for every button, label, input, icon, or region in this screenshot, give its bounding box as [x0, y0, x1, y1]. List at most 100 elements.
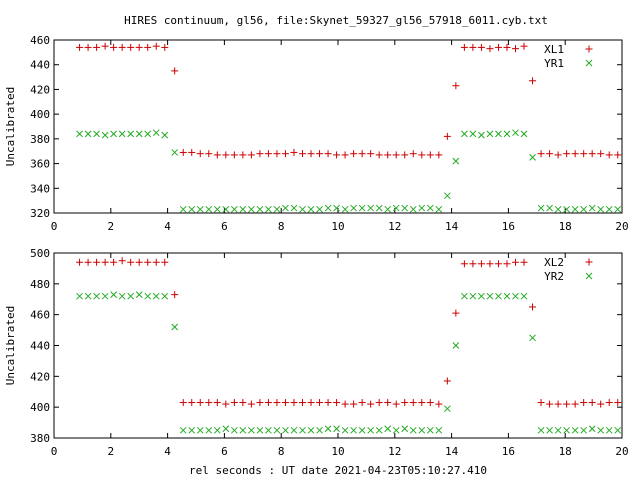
plus-marker-point: [614, 151, 622, 159]
plus-marker-point: [375, 151, 383, 159]
plus-marker-point: [110, 258, 118, 266]
plus-marker-point: [135, 43, 143, 51]
plus-marker-point: [597, 150, 605, 158]
cross-marker-point: [358, 426, 366, 434]
y-axis-label: Uncalibrated: [4, 306, 17, 385]
cross-marker-point: [307, 426, 315, 434]
cross-marker-point: [580, 426, 588, 434]
cross-marker-point: [196, 426, 204, 434]
x-tick-label: 20: [615, 445, 628, 458]
cross-marker-point: [205, 426, 213, 434]
plus-marker-point: [435, 400, 443, 408]
plus-marker-point: [580, 150, 588, 158]
x-tick-label: 2: [107, 445, 114, 458]
x-tick-label: 12: [388, 445, 401, 458]
plus-marker-point: [213, 399, 221, 407]
plus-marker-point: [333, 151, 341, 159]
legend-label: XL2: [544, 256, 564, 269]
plus-marker-point: [469, 43, 477, 51]
plus-marker-point: [537, 399, 545, 407]
series-xl2: [76, 257, 622, 408]
plus-marker-point: [512, 45, 519, 53]
cross-marker-point: [135, 130, 143, 138]
y-tick-label: 420: [30, 370, 50, 383]
plus-marker-point: [358, 150, 366, 158]
x-tick-label: 4: [164, 220, 171, 233]
plus-marker-point: [76, 43, 84, 51]
x-tick-label: 6: [221, 445, 228, 458]
plus-marker-point: [418, 151, 426, 159]
cross-marker-point: [605, 205, 613, 213]
cross-marker-point: [469, 130, 477, 138]
plus-marker-point: [486, 45, 494, 53]
x-tick-label: 4: [164, 445, 171, 458]
plus-marker-point: [358, 399, 366, 407]
plus-marker-point: [93, 258, 101, 266]
cross-marker-point: [605, 426, 613, 434]
plus-marker-point: [503, 260, 511, 268]
cross-marker-point: [461, 130, 468, 138]
cross-marker-point: [341, 205, 349, 213]
cross-marker-point: [196, 205, 204, 213]
plus-marker-point: [188, 399, 196, 407]
plus-marker-point: [222, 400, 230, 408]
legend-label: XL1: [544, 43, 564, 56]
plus-marker-point: [118, 43, 126, 51]
series-yr1: [76, 129, 622, 213]
plus-marker-point: [316, 399, 324, 407]
cross-marker-point: [307, 205, 315, 213]
plus-marker-point: [443, 132, 451, 140]
cross-marker-point: [554, 205, 562, 213]
plus-marker-point: [520, 258, 528, 266]
cross-marker-point: [443, 405, 451, 413]
plus-marker-point: [213, 151, 221, 159]
cross-marker-point: [401, 204, 409, 212]
plus-marker-point: [409, 399, 417, 407]
plus-marker-point: [84, 43, 92, 51]
plus-marker-point: [418, 399, 426, 407]
plus-marker-point: [171, 67, 179, 75]
plot-panel-top: 0 2 4 6 8 10 12 14 16 18 20 320 340 360 380 400 420 440 46…: [4, 34, 629, 233]
cross-marker-point: [375, 426, 383, 434]
x-tick-label: 2: [107, 220, 114, 233]
plus-marker-point: [426, 151, 434, 159]
cross-marker-point: [93, 292, 100, 300]
plus-marker-point: [409, 150, 417, 158]
plus-marker-point: [563, 400, 571, 408]
plus-marker-point: [452, 309, 460, 317]
plus-marker-point: [84, 258, 92, 266]
cross-marker-point: [127, 130, 135, 138]
plus-marker-point: [529, 303, 537, 311]
plus-marker-point: [469, 260, 477, 268]
cross-marker-point: [375, 204, 383, 212]
plus-marker-point: [161, 43, 169, 51]
cross-marker-point: [84, 130, 92, 138]
plus-marker-point: [375, 399, 383, 407]
cross-marker-point: [367, 426, 375, 434]
cross-marker-point: [358, 204, 366, 212]
legend-cross-marker: [585, 59, 593, 67]
plus-marker-point: [546, 400, 554, 408]
cross-marker-point: [230, 205, 238, 213]
cross-marker-point: [554, 426, 562, 434]
plus-marker-point: [222, 151, 230, 159]
plus-marker-point: [196, 399, 204, 407]
cross-marker-point: [597, 205, 605, 213]
plus-marker-point: [512, 258, 519, 266]
plus-marker-point: [256, 399, 264, 407]
plus-marker-point: [281, 399, 289, 407]
plot-frame: [53, 252, 623, 439]
plus-marker-point: [529, 77, 537, 85]
plus-marker-point: [307, 399, 315, 407]
plus-marker-point: [205, 150, 213, 158]
cross-marker-point: [101, 131, 109, 139]
cross-marker-point: [273, 426, 281, 434]
cross-marker-point: [495, 130, 502, 138]
plus-marker-point: [299, 150, 306, 158]
x-tick-label: 10: [331, 445, 344, 458]
plus-marker-point: [93, 43, 101, 51]
cross-marker-point: [580, 205, 588, 213]
x-tick-label: 18: [559, 445, 572, 458]
x-tick-label: 8: [278, 220, 285, 233]
